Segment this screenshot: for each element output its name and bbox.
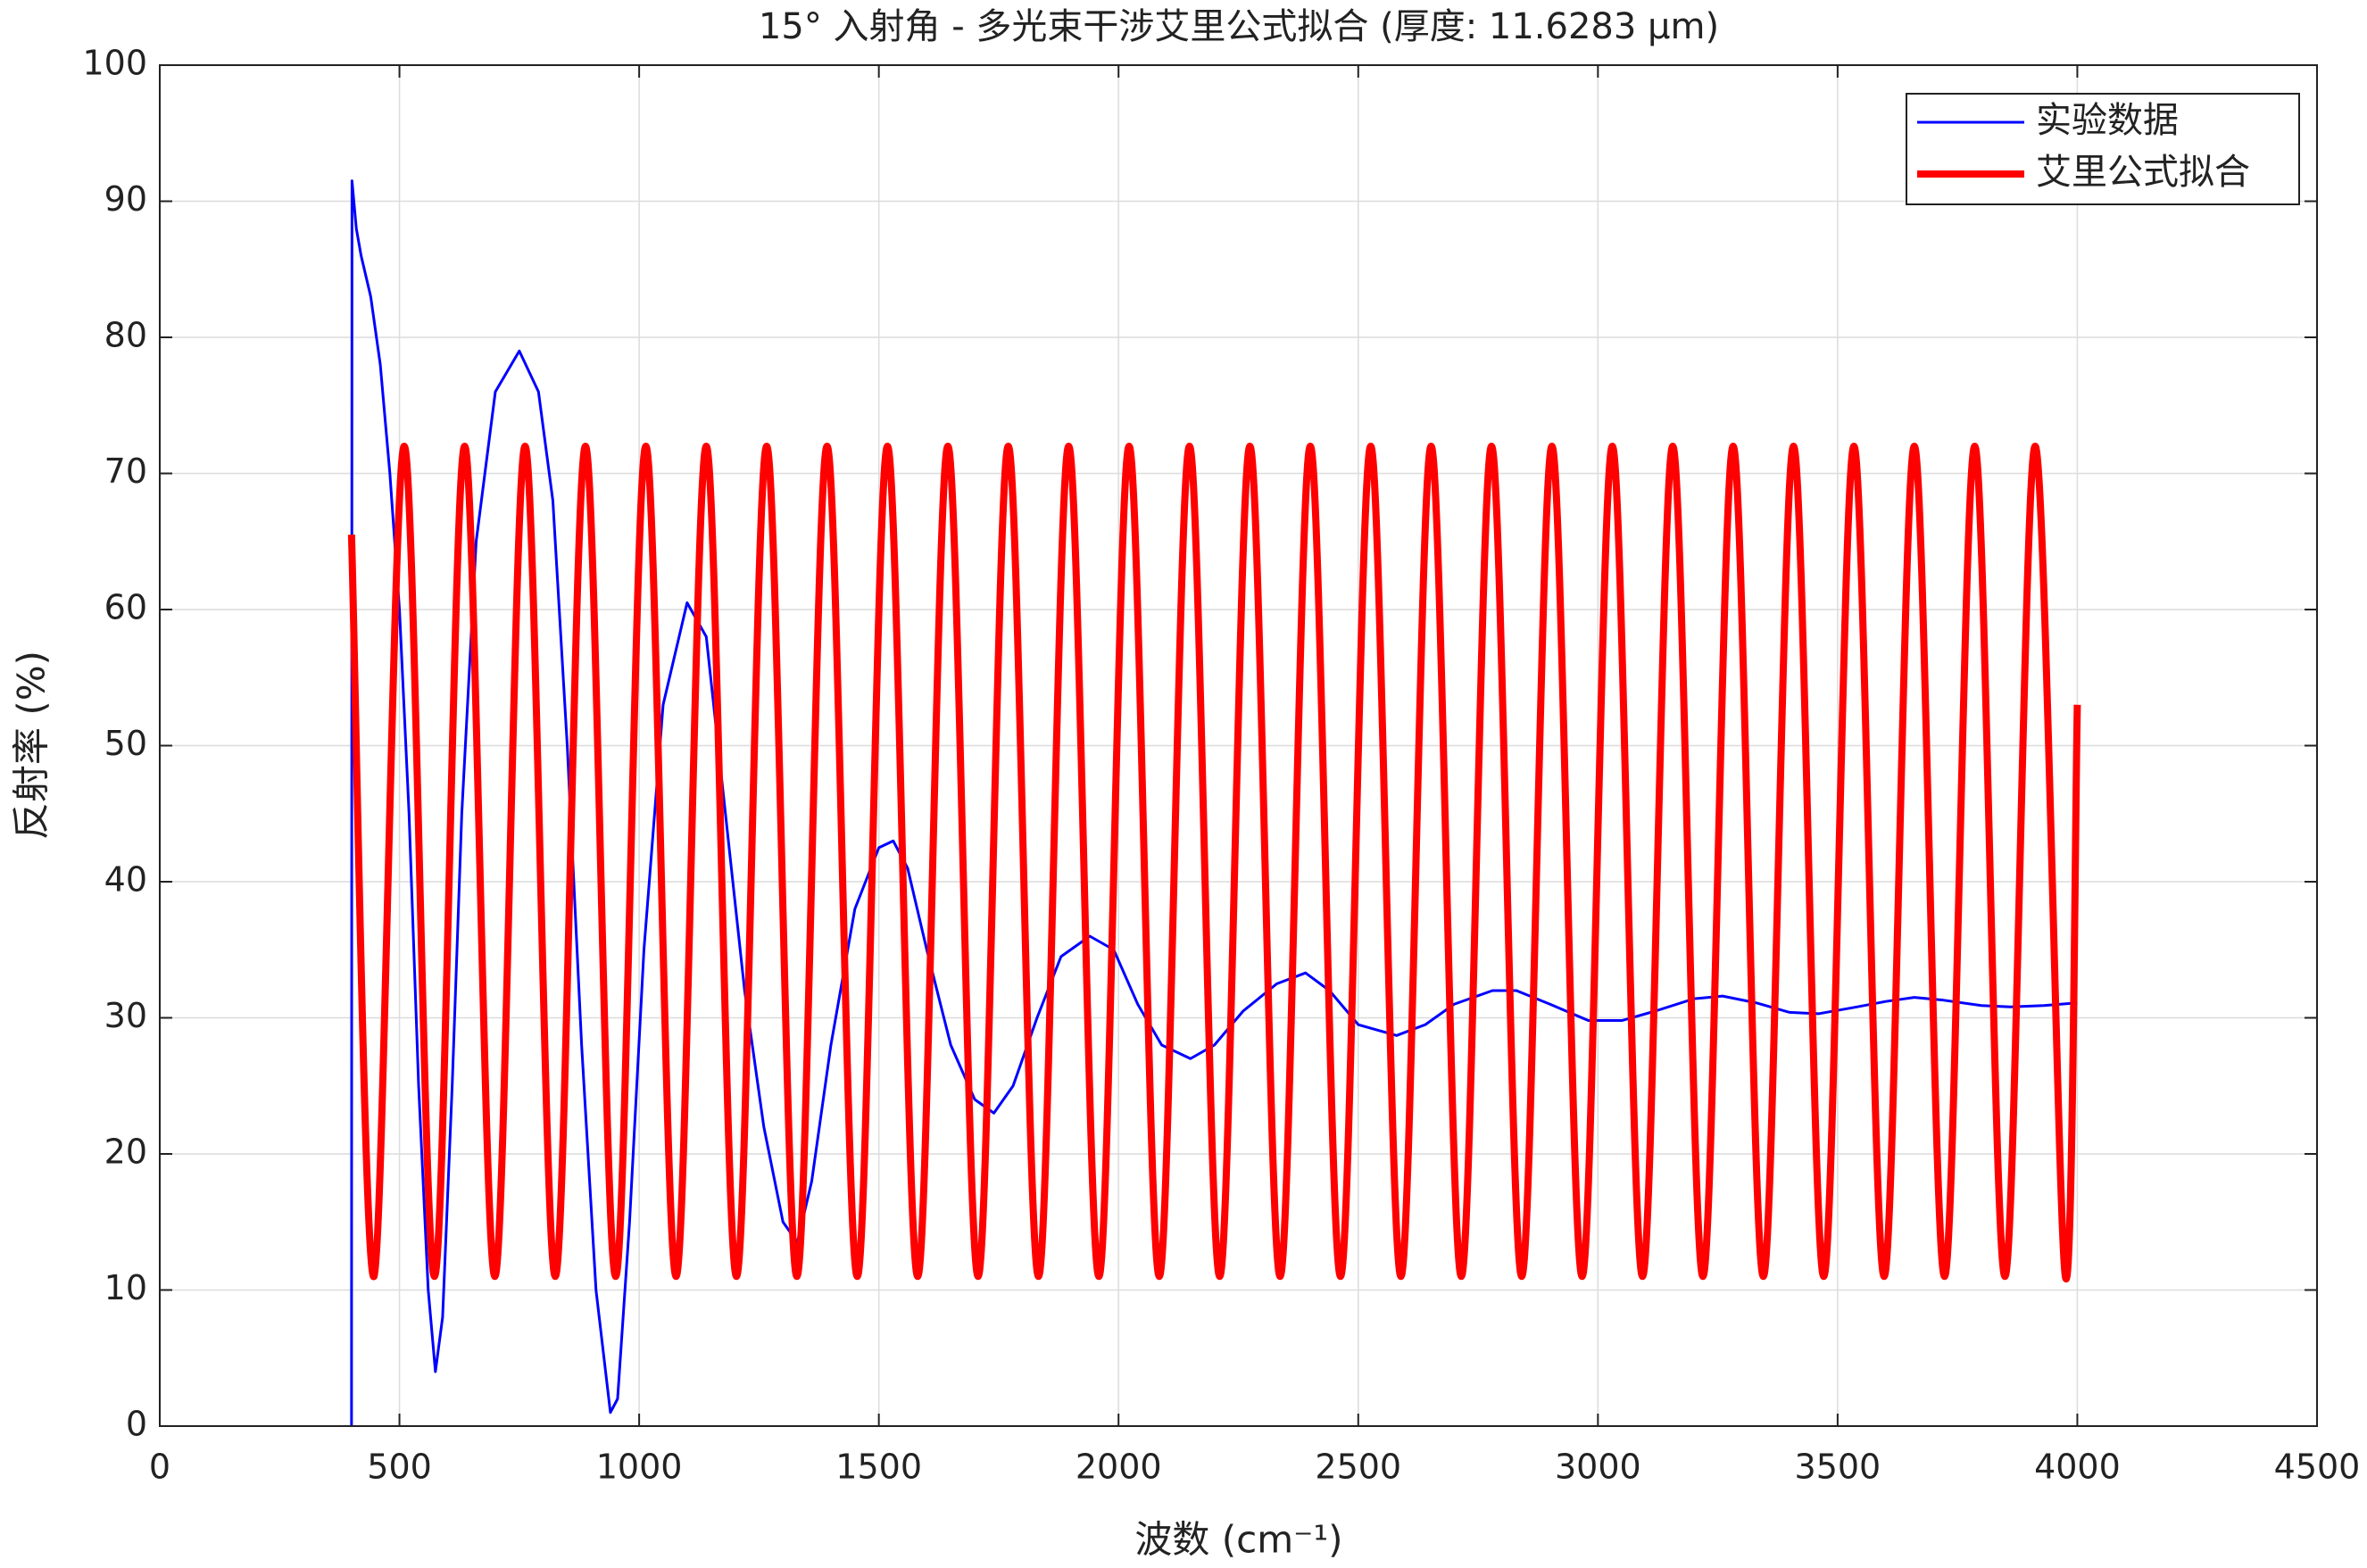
- x-tick-label: 0: [149, 1448, 170, 1487]
- ticks: 0 500 1000 1500 2000 2500 3000 3500 4000 4500 0 10 2…: [82, 44, 2360, 1487]
- y-tick-label: 40: [104, 860, 147, 900]
- y-tick-label: 90: [104, 179, 147, 219]
- y-tick-label: 60: [104, 588, 147, 627]
- y-tick-label: 20: [104, 1132, 147, 1172]
- legend-label: 实验数据: [2036, 100, 2179, 141]
- x-tick-label: 4000: [2034, 1448, 2121, 1487]
- y-tick-label: 10: [104, 1268, 147, 1307]
- series-line: [347, 443, 2081, 1283]
- y-tick-label: 50: [104, 724, 147, 763]
- y-axis-label: 反射率 (%): [10, 651, 54, 840]
- x-axis-label: 波数 (cm⁻¹): [1134, 1518, 1342, 1562]
- x-tick-label: 500: [367, 1448, 432, 1487]
- x-tick-label: 2000: [1076, 1448, 1162, 1487]
- x-tick-label: 4500: [2274, 1448, 2361, 1487]
- x-tick-label: 2500: [1315, 1448, 1401, 1487]
- chart-title: 15° 入射角 - 多光束干涉艾里公式拟合 (厚度: 11.6283 μm): [759, 6, 1719, 47]
- y-tick-label: 30: [104, 996, 147, 1035]
- x-tick-label: 3500: [1795, 1448, 1881, 1487]
- y-tick-label: 0: [126, 1405, 147, 1444]
- legend-label: 艾里公式拟合: [2036, 152, 2250, 193]
- x-tick-label: 1500: [835, 1448, 922, 1487]
- y-tick-label: 100: [82, 44, 147, 83]
- y-tick-label: 80: [104, 316, 147, 355]
- y-tick-label: 70: [104, 452, 147, 491]
- series-lines: [347, 179, 2081, 1427]
- x-tick-label: 1000: [596, 1448, 683, 1487]
- series-line: [350, 179, 2078, 1427]
- x-tick-label: 3000: [1555, 1448, 1641, 1487]
- legend-box: [1906, 93, 2300, 205]
